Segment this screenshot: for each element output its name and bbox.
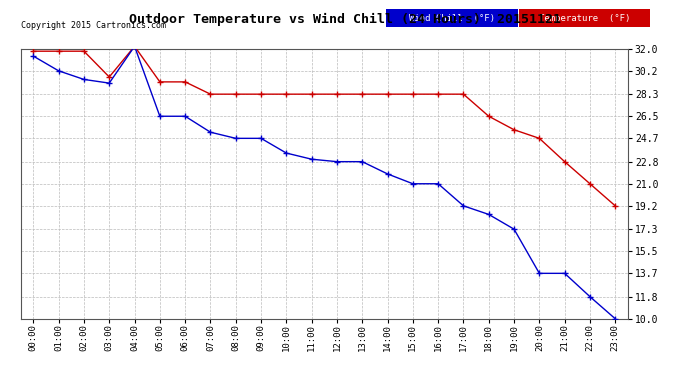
Text: Temperature  (°F): Temperature (°F) (539, 14, 630, 23)
Text: Outdoor Temperature vs Wind Chill (24 Hours)  20151121: Outdoor Temperature vs Wind Chill (24 Ho… (129, 13, 561, 26)
Text: Copyright 2015 Cartronics.com: Copyright 2015 Cartronics.com (21, 21, 166, 30)
Text: Wind Chill  (°F): Wind Chill (°F) (409, 14, 495, 23)
